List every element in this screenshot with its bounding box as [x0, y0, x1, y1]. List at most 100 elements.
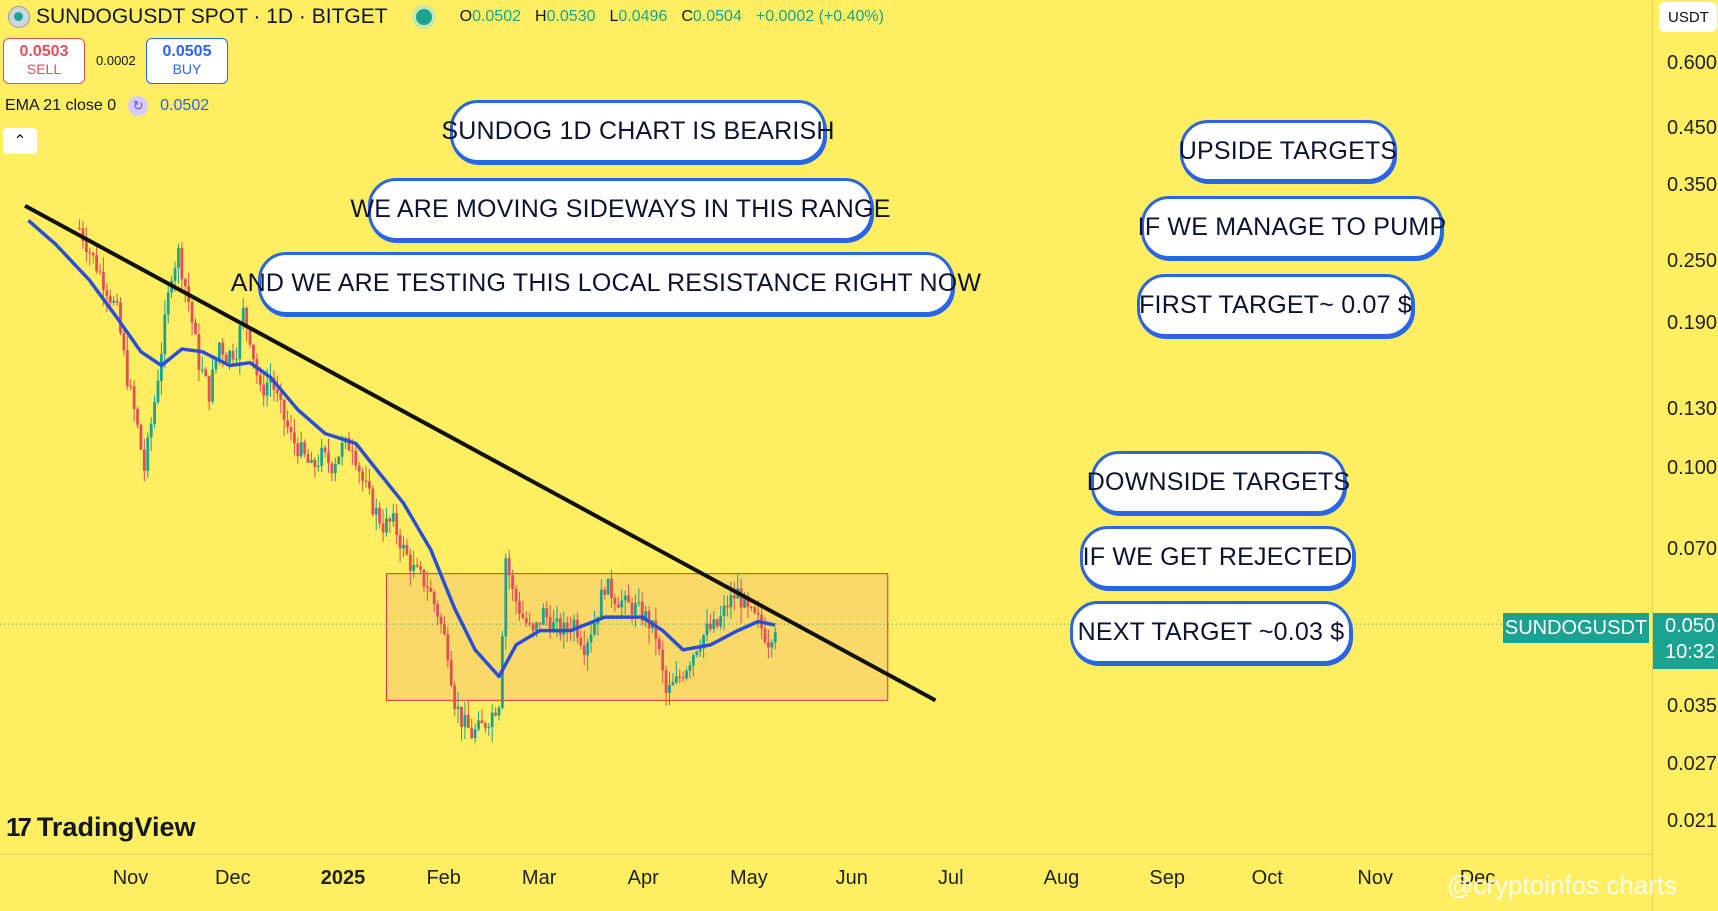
candle-body [425, 586, 429, 588]
candle-body [637, 602, 641, 604]
candle-body [333, 464, 337, 474]
buy-button[interactable]: 0.0505 BUY [146, 38, 228, 84]
candle-body [763, 628, 767, 643]
candle-body [477, 720, 480, 730]
currency-selector[interactable]: USDT [1659, 2, 1717, 32]
candle-body [671, 682, 675, 686]
candle-body [153, 402, 156, 424]
candle-body [381, 523, 385, 533]
candle-body [402, 544, 405, 549]
market-open-icon [415, 9, 432, 25]
candle-body [357, 465, 361, 472]
candle-body [95, 255, 99, 272]
candle-body [698, 648, 702, 652]
candle-body [709, 623, 712, 630]
symbol-header: SUNDOGUSDT SPOT · 1D · BITGET O0.0502 H0… [8, 3, 884, 31]
candle-body [190, 302, 194, 323]
candle-body [541, 608, 545, 625]
candle-body [391, 513, 395, 522]
candle-body [753, 607, 757, 613]
ohlc-high: H0.0530 [535, 8, 596, 25]
indicator-settings-icon[interactable]: ↻ [128, 96, 149, 116]
candle-body [91, 252, 95, 256]
candle-body [466, 714, 470, 729]
candle-body [292, 432, 296, 444]
candle-body [640, 602, 644, 621]
candle-body [555, 618, 559, 622]
ohlc-values: O0.0502 H0.0530 L0.0496 C0.0504 +0.0002 … [460, 8, 884, 26]
candle-body [286, 420, 289, 428]
candle-body [88, 252, 92, 254]
candle-body [330, 463, 334, 474]
ema-legend[interactable]: EMA 21 close 0 ↻ 0.0502 [5, 96, 209, 116]
candle-body [565, 622, 569, 630]
candle-body [248, 326, 252, 345]
candle-body [361, 471, 364, 481]
price-tick-label: 0.035 [1667, 694, 1718, 717]
candle-body [412, 564, 416, 571]
ohlc-low: L0.0496 [609, 8, 668, 25]
candle-body [306, 453, 310, 463]
candle-body [644, 611, 648, 621]
candle-body [685, 670, 688, 679]
candle-body [473, 729, 477, 739]
annotation-if-rejected: IF WE GET REJECTED [1080, 526, 1355, 589]
time-tick-label: Mar [521, 867, 557, 889]
sell-price: 0.0503 [19, 43, 69, 60]
price-tick-label: 0.250 [1667, 249, 1718, 272]
candle-body [661, 649, 665, 671]
time-axis[interactable]: Nov Dec 2025 Feb Mar Apr May Jun Jul Aug Sep Oct Nov… [0, 854, 1652, 911]
candle-body [299, 441, 303, 457]
collapse-legend-button[interactable]: ⌃ [3, 128, 37, 154]
candle-body [657, 639, 661, 650]
price-chart[interactable] [0, 0, 1652, 854]
time-tick-label: Nov [112, 867, 149, 889]
buy-label: BUY [172, 61, 202, 77]
candle-body [115, 300, 119, 303]
candle-body [480, 720, 484, 724]
candle-body [327, 452, 330, 464]
time-tick-label: Jun [835, 867, 868, 889]
candle-body [460, 706, 463, 727]
candle-body [528, 623, 532, 625]
candle-body [511, 575, 515, 589]
resistance-trendline [24, 204, 937, 703]
candle-body [398, 534, 402, 549]
candle-body [470, 728, 474, 739]
time-tick-label: May [729, 867, 768, 889]
candle-body [623, 595, 627, 601]
candle-body [214, 359, 218, 370]
candle-body [524, 617, 528, 624]
candle-body [217, 342, 221, 360]
annotation-upside-targets: UPSIDE TARGETS [1179, 120, 1397, 182]
ohlc-close: C0.0504 [681, 8, 742, 25]
time-tick-label: Apr [627, 867, 659, 889]
candle-body [235, 359, 238, 361]
candle-body [368, 481, 371, 489]
candle-body [252, 344, 255, 360]
candle-body [746, 596, 750, 608]
price-tick-label: 0.070 [1667, 537, 1718, 560]
ema21-line [27, 219, 776, 679]
candle-body [221, 342, 225, 355]
price-axis[interactable]: USDT 0.050 10:32 0.600 0.450 0.350 0.250 0.1… [1652, 0, 1718, 911]
candle-body [204, 369, 208, 377]
candle-body [320, 447, 324, 466]
candle-body [766, 642, 770, 648]
sell-button[interactable]: 0.0503 SELL [3, 38, 85, 84]
tradingview-logo[interactable]: 17 TradingView [6, 812, 195, 843]
candle-body [654, 620, 658, 640]
annotation-next-target: NEXT TARGET ~0.03 $ [1070, 601, 1352, 664]
candle-body [132, 386, 136, 409]
candle-body [84, 241, 88, 253]
candle-body [572, 619, 576, 632]
candle-body [439, 616, 443, 624]
symbol-title[interactable]: SUNDOGUSDT SPOT · 1D · BITGET [36, 5, 388, 28]
candle-body [678, 676, 682, 678]
bar-countdown: 10:32 [1665, 641, 1716, 663]
candle-body [422, 569, 426, 587]
candle-body [238, 325, 242, 360]
candle-body [156, 380, 160, 403]
candle-body [538, 622, 542, 625]
candle-body [630, 602, 634, 615]
